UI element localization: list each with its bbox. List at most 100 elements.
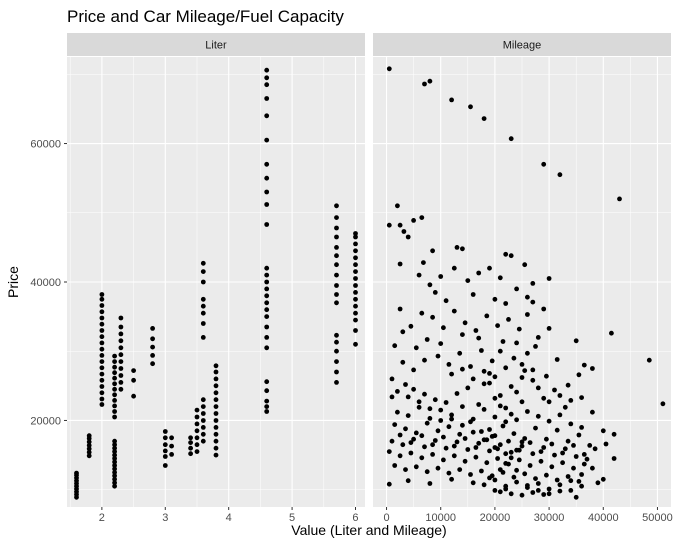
data-point — [334, 300, 339, 306]
data-point — [508, 411, 514, 417]
data-point — [200, 397, 206, 403]
data-point — [432, 290, 438, 295]
data-point — [479, 429, 484, 434]
data-point — [533, 344, 538, 349]
data-point — [408, 440, 414, 445]
data-point — [503, 251, 509, 257]
data-point — [462, 458, 468, 464]
data-point — [264, 175, 270, 181]
data-point — [508, 449, 514, 455]
data-point — [386, 481, 392, 487]
data-point — [264, 202, 270, 207]
data-point — [611, 431, 617, 437]
data-point — [451, 308, 457, 314]
data-point — [525, 350, 530, 356]
data-point — [527, 440, 533, 445]
data-point — [397, 261, 403, 267]
data-point — [213, 363, 219, 369]
data-point — [169, 443, 175, 449]
data-point — [334, 215, 339, 221]
data-point — [86, 453, 92, 459]
data-point — [438, 274, 444, 279]
data-point — [200, 431, 206, 437]
data-point — [571, 465, 576, 471]
data-point — [435, 428, 441, 434]
data-point — [413, 345, 419, 351]
data-point — [403, 382, 408, 387]
data-point — [465, 278, 471, 283]
data-point — [162, 442, 168, 448]
data-point — [568, 398, 574, 403]
x-tick-label: 30000 — [534, 512, 565, 524]
data-point — [264, 189, 270, 195]
data-point — [487, 371, 492, 376]
data-point — [484, 460, 490, 466]
data-point — [560, 460, 565, 466]
data-point — [264, 388, 270, 394]
data-point — [200, 303, 206, 309]
data-point — [411, 367, 416, 373]
data-point — [264, 286, 270, 292]
data-point — [99, 309, 105, 315]
data-point — [476, 440, 482, 446]
data-point — [552, 452, 557, 458]
data-point — [112, 359, 117, 364]
data-point — [200, 418, 206, 423]
data-point — [213, 411, 219, 416]
data-point — [400, 359, 406, 365]
data-point — [492, 374, 498, 380]
data-point — [150, 344, 156, 350]
data-point — [112, 370, 117, 376]
data-point — [519, 439, 525, 445]
data-point — [530, 367, 536, 373]
data-point — [484, 313, 490, 319]
data-point — [112, 442, 117, 448]
data-point — [112, 438, 117, 444]
data-point — [118, 373, 124, 378]
data-point — [492, 395, 498, 401]
data-point — [481, 381, 487, 387]
data-point — [530, 490, 536, 495]
data-point — [162, 435, 168, 441]
strip-label-mileage: Mileage — [503, 40, 542, 52]
data-point — [511, 355, 517, 361]
data-point — [264, 96, 270, 101]
data-point — [508, 136, 514, 142]
data-point — [446, 470, 452, 476]
data-point — [188, 451, 194, 457]
data-point — [150, 361, 156, 367]
data-point — [422, 357, 427, 363]
data-point — [522, 471, 528, 477]
data-point — [497, 489, 503, 495]
data-point — [525, 409, 530, 414]
data-point — [576, 432, 582, 438]
data-point — [609, 330, 614, 336]
data-point — [470, 292, 476, 297]
data-point — [430, 442, 435, 448]
data-point — [460, 366, 465, 372]
data-point — [522, 368, 528, 373]
data-point — [484, 437, 490, 443]
data-point — [544, 373, 549, 379]
data-point — [411, 386, 416, 392]
data-point — [454, 391, 460, 396]
data-point — [595, 480, 601, 486]
data-point — [99, 315, 105, 321]
data-point — [264, 161, 270, 167]
data-point — [549, 464, 555, 470]
data-point — [519, 399, 525, 405]
data-point — [541, 306, 547, 312]
data-point — [579, 472, 584, 477]
data-point — [492, 296, 498, 302]
data-point — [451, 443, 457, 449]
data-point — [460, 404, 465, 409]
data-point — [584, 456, 590, 462]
data-point — [264, 82, 270, 88]
data-point — [118, 380, 124, 385]
data-point — [546, 418, 552, 424]
data-point — [118, 366, 124, 371]
data-point — [473, 445, 479, 450]
data-point — [562, 446, 568, 452]
data-point — [514, 467, 519, 473]
data-point — [522, 436, 528, 441]
